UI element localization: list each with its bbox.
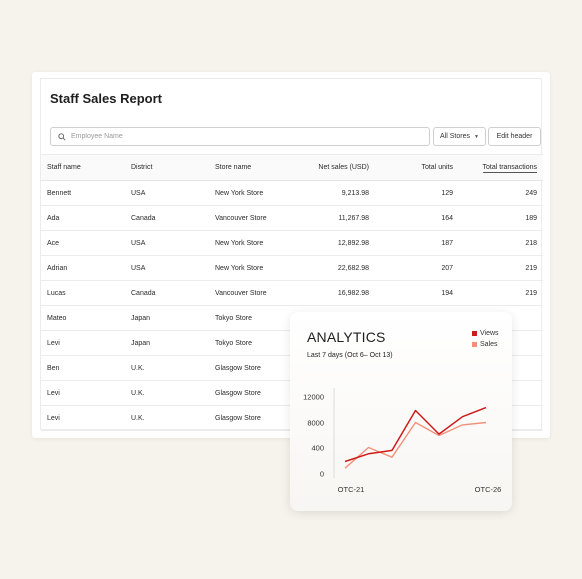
col-staff-name[interactable]: Staff name: [41, 154, 131, 181]
cell-district: Japan: [131, 330, 215, 356]
cell-net-sales: 22,682.98: [301, 255, 369, 281]
cell-staff-name: Levi: [41, 330, 131, 356]
analytics-card: ANALYTICS Last 7 days (Oct 6– Oct 13) Vi…: [290, 312, 512, 511]
cell-store-name: Glasgow Store: [215, 355, 301, 381]
cell-store-name: Vancouver Store: [215, 280, 301, 306]
cell-staff-name: Ben: [41, 355, 131, 381]
table-row[interactable]: Bennett USA New York Store 9,213.98 129 …: [41, 180, 543, 206]
cell-district: Japan: [131, 305, 215, 331]
cell-total-units: 129: [369, 180, 453, 206]
cell-staff-name: Levi: [41, 380, 131, 406]
cell-store-name: Glasgow Store: [215, 380, 301, 406]
employee-search-input[interactable]: [71, 133, 411, 140]
cell-store-name: Tokyo Store: [215, 305, 301, 331]
cell-total-transactions: 189: [453, 205, 543, 231]
report-title: Staff Sales Report: [50, 91, 162, 106]
cell-store-name: New York Store: [215, 255, 301, 281]
cell-store-name: Vancouver Store: [215, 205, 301, 231]
cell-staff-name: Levi: [41, 405, 131, 431]
cell-total-transactions: 219: [453, 280, 543, 306]
cell-staff-name: Adrian: [41, 255, 131, 281]
col-total-transactions-label: Total transactions: [482, 164, 537, 173]
cell-store-name: New York Store: [215, 230, 301, 256]
y-tick-label: 400: [311, 444, 324, 453]
y-tick-label: 0: [320, 470, 324, 479]
col-district[interactable]: District: [131, 154, 215, 181]
legend-label-sales: Sales: [480, 341, 498, 348]
search-box[interactable]: [50, 127, 430, 146]
legend-label-views: Views: [480, 330, 499, 337]
cell-district: U.K.: [131, 405, 215, 431]
cell-store-name: Tokyo Store: [215, 330, 301, 356]
cell-staff-name: Ace: [41, 230, 131, 256]
series-line-views: [344, 406, 487, 463]
cell-total-transactions: 218: [453, 230, 543, 256]
y-tick-label: 8000: [307, 419, 324, 428]
analytics-subtitle: Last 7 days (Oct 6– Oct 13): [307, 352, 393, 359]
col-store-name[interactable]: Store name: [215, 154, 301, 181]
series-line-sales: [344, 421, 487, 469]
cell-store-name: New York Store: [215, 180, 301, 206]
cell-district: U.K.: [131, 355, 215, 381]
table-row[interactable]: Adrian USA New York Store 22,682.98 207 …: [41, 255, 543, 281]
stores-filter-dropdown[interactable]: All Stores ▼: [433, 127, 486, 146]
col-total-transactions[interactable]: Total transactions: [453, 154, 543, 181]
x-tick-label: OTC-21: [338, 485, 365, 494]
cell-district: U.K.: [131, 380, 215, 406]
cell-net-sales: 11,267.98: [301, 205, 369, 231]
cell-staff-name: Mateo: [41, 305, 131, 331]
cell-total-units: 164: [369, 205, 453, 231]
legend-swatch-sales: [472, 342, 477, 347]
cell-total-transactions: 249: [453, 180, 543, 206]
x-tick-label: OTC-26: [475, 485, 502, 494]
cell-staff-name: Bennett: [41, 180, 131, 206]
analytics-line-chart: 0 400 8000 12000 OTC-21 OTC-26: [303, 388, 502, 494]
cell-district: USA: [131, 180, 215, 206]
cell-total-units: 194: [369, 280, 453, 306]
cell-district: USA: [131, 230, 215, 256]
cell-district: USA: [131, 255, 215, 281]
legend-swatch-views: [472, 331, 477, 336]
cell-store-name: Glasgow Store: [215, 405, 301, 431]
cell-district: Canada: [131, 280, 215, 306]
chart-legend: Views Sales: [472, 328, 499, 350]
col-total-units[interactable]: Total units: [369, 154, 453, 181]
search-icon: [55, 130, 69, 144]
col-net-sales[interactable]: Net sales (USD): [301, 154, 369, 181]
y-tick-label: 12000: [303, 393, 324, 402]
cell-staff-name: Ada: [41, 205, 131, 231]
edit-header-label: Edit header: [496, 133, 533, 140]
legend-item-sales: Sales: [472, 339, 499, 350]
chevron-down-icon: ▼: [474, 133, 479, 140]
cell-total-units: 187: [369, 230, 453, 256]
table-row[interactable]: Ace USA New York Store 12,892.98 187 218: [41, 230, 543, 256]
edit-header-button[interactable]: Edit header: [488, 127, 541, 146]
table-header-row: Staff name District Store name Net sales…: [41, 154, 543, 181]
cell-total-transactions: 219: [453, 255, 543, 281]
table-row[interactable]: Lucas Canada Vancouver Store 16,982.98 1…: [41, 280, 543, 306]
legend-item-views: Views: [472, 328, 499, 339]
cell-staff-name: Lucas: [41, 280, 131, 306]
stores-filter-label: All Stores: [440, 133, 470, 140]
cell-net-sales: 16,982.98: [301, 280, 369, 306]
table-row[interactable]: Ada Canada Vancouver Store 11,267.98 164…: [41, 205, 543, 231]
cell-net-sales: 12,892.98: [301, 230, 369, 256]
cell-net-sales: 9,213.98: [301, 180, 369, 206]
analytics-title: ANALYTICS: [307, 329, 386, 345]
cell-total-units: 207: [369, 255, 453, 281]
cell-district: Canada: [131, 205, 215, 231]
